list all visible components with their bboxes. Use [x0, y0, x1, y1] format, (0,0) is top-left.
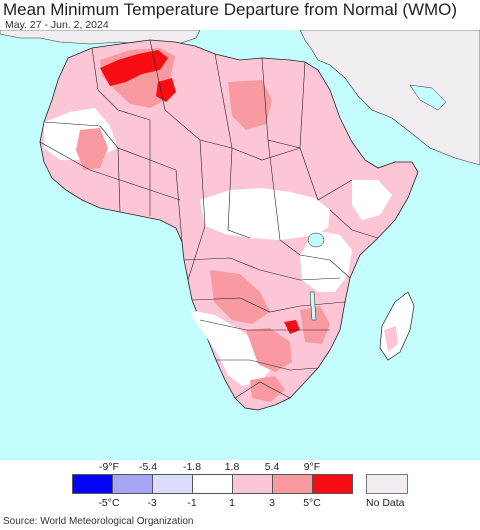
horn-white — [352, 180, 392, 220]
west-coast-warm — [76, 128, 108, 170]
legend-f-label-3: -1.8 — [182, 461, 202, 473]
no-data-swatch — [366, 474, 408, 494]
legend-f-label-6: 9°F — [303, 461, 321, 473]
algeria-hotspot — [156, 78, 176, 102]
source-credit: Source: World Meteorological Organizatio… — [3, 516, 194, 527]
legend-c-label-1: -5°C — [98, 497, 120, 509]
map-title: Mean Minimum Temperature Departure from … — [3, 0, 458, 19]
legend-f-label-2: -5.4 — [138, 461, 158, 473]
no-data-label: No Data — [366, 497, 405, 509]
morocco-algeria-hotspot — [100, 50, 168, 86]
legend-c-label-5: 3 — [269, 497, 275, 509]
lake-victoria — [307, 232, 325, 248]
legend-swatch — [152, 474, 193, 494]
date-range: May. 27 - Jun. 2, 2024 — [5, 19, 109, 31]
legend-swatch — [232, 474, 273, 494]
libya-egypt-warm — [228, 80, 272, 130]
legend-c-label-3: -1 — [187, 497, 197, 509]
central-africa-white — [200, 188, 330, 240]
middle-east-landmass — [299, 30, 480, 166]
legend-f-label-4: 1.8 — [224, 461, 240, 473]
angola-zambia-warm — [210, 270, 270, 324]
south-central-white — [190, 310, 272, 386]
legend-swatch — [272, 474, 313, 494]
legend-swatch — [112, 474, 153, 494]
mozambique-warm — [300, 306, 330, 344]
namibia-botswana-warm — [246, 328, 292, 372]
legend-swatch — [192, 474, 233, 494]
legend-f-label-5: 5.4 — [264, 461, 280, 473]
legend-swatch — [72, 474, 113, 494]
legend-swatch — [312, 474, 353, 494]
persian-gulf — [409, 84, 447, 111]
legend-c-label-2: -3 — [147, 497, 157, 509]
madagascar-warm — [384, 326, 398, 352]
lake-malawi — [309, 291, 317, 321]
country-borders — [39, 39, 379, 399]
legend-c-label-4: 1 — [229, 497, 235, 509]
legend-c-label-6: 5°C — [303, 497, 321, 509]
africa-map — [0, 30, 480, 460]
zimbabwe-hotspot — [284, 320, 300, 334]
legend-f-label-1: -9°F — [99, 461, 119, 473]
